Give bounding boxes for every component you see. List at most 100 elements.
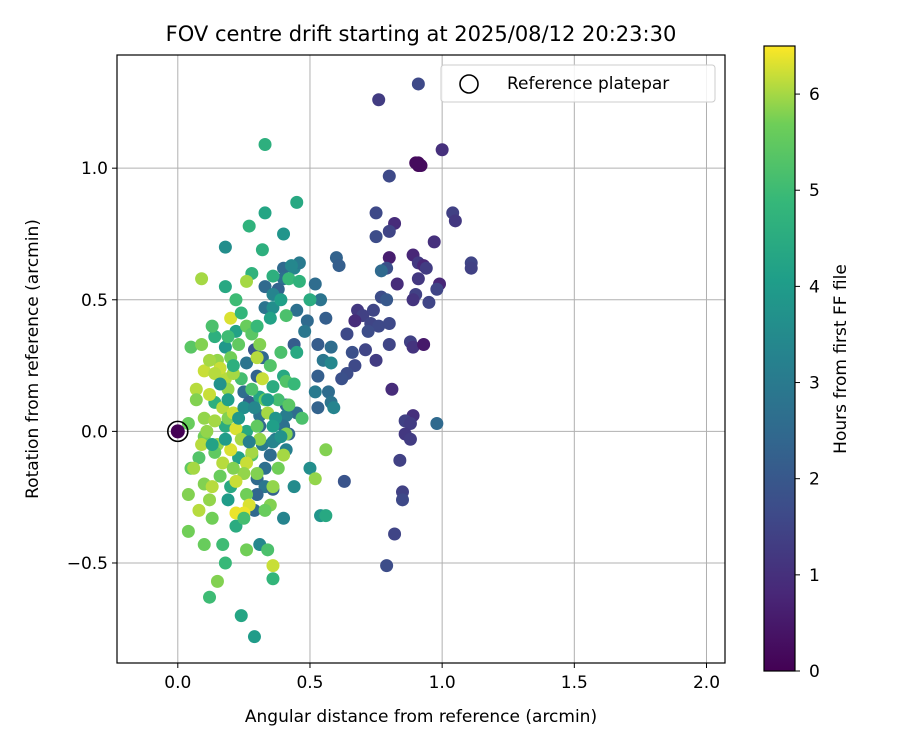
data-point bbox=[369, 353, 383, 367]
data-point bbox=[261, 393, 275, 407]
data-point bbox=[290, 303, 304, 317]
data-point bbox=[263, 311, 277, 325]
data-point bbox=[195, 338, 209, 352]
x-tick-label: 0.5 bbox=[296, 673, 323, 693]
data-point bbox=[409, 156, 423, 170]
data-point bbox=[237, 466, 251, 480]
data-point bbox=[393, 453, 407, 467]
data-point bbox=[203, 590, 217, 604]
data-point bbox=[422, 295, 436, 309]
data-point bbox=[279, 409, 293, 423]
data-point bbox=[327, 401, 341, 415]
data-point bbox=[464, 261, 478, 275]
data-point bbox=[189, 382, 203, 396]
data-point bbox=[205, 511, 219, 525]
data-point bbox=[266, 269, 280, 283]
y-axis-ticks: −0.5 0.0 0.5 1.0 bbox=[67, 159, 117, 574]
data-point bbox=[258, 206, 272, 220]
data-point bbox=[224, 311, 238, 325]
x-axis-label: Angular distance from reference (arcmin) bbox=[245, 707, 597, 727]
plot-frame bbox=[116, 54, 726, 664]
data-point bbox=[266, 380, 280, 394]
colorbar: 0 1 2 3 4 5 6 Hours from first FF file bbox=[763, 45, 851, 682]
data-point bbox=[321, 385, 335, 399]
colorbar-tick-label: 5 bbox=[809, 181, 820, 201]
y-tick-label: 1.0 bbox=[81, 159, 108, 179]
data-point bbox=[274, 345, 288, 359]
data-point bbox=[213, 469, 227, 483]
data-point bbox=[282, 398, 296, 412]
data-point bbox=[226, 359, 240, 373]
data-point bbox=[258, 503, 272, 517]
colorbar-tick-label: 4 bbox=[809, 277, 820, 297]
data-point bbox=[388, 527, 402, 541]
data-point bbox=[266, 419, 280, 433]
data-point bbox=[255, 372, 269, 386]
data-point bbox=[274, 430, 288, 444]
data-point bbox=[263, 448, 277, 462]
data-point bbox=[237, 401, 251, 415]
data-point bbox=[229, 293, 243, 307]
data-point bbox=[250, 319, 264, 333]
data-point bbox=[258, 280, 272, 294]
data-point bbox=[385, 382, 399, 396]
data-point bbox=[218, 280, 232, 294]
data-point bbox=[250, 466, 264, 480]
data-point bbox=[382, 338, 396, 352]
data-point bbox=[192, 451, 206, 465]
data-point bbox=[403, 432, 417, 446]
data-points bbox=[181, 77, 478, 644]
data-point bbox=[298, 324, 312, 338]
data-point bbox=[250, 488, 264, 502]
data-point bbox=[195, 272, 209, 286]
reference-marker bbox=[167, 420, 189, 443]
data-point bbox=[411, 272, 425, 286]
data-point bbox=[382, 224, 396, 238]
colorbar-label: Hours from first FF file bbox=[831, 264, 851, 454]
x-tick-label: 0.0 bbox=[164, 673, 191, 693]
data-point bbox=[247, 630, 261, 644]
data-point bbox=[229, 474, 243, 488]
data-point bbox=[358, 343, 372, 357]
colorbar-tick-label: 0 bbox=[809, 662, 820, 682]
data-point bbox=[311, 369, 325, 383]
x-tick-label: 2.0 bbox=[693, 673, 720, 693]
data-point bbox=[382, 251, 396, 265]
data-point bbox=[448, 214, 462, 228]
data-point bbox=[181, 524, 195, 538]
data-point bbox=[205, 480, 219, 494]
data-point bbox=[308, 472, 322, 486]
reference-point-fill bbox=[170, 424, 185, 439]
data-point bbox=[203, 353, 217, 367]
data-point bbox=[181, 416, 195, 430]
data-point bbox=[250, 351, 264, 365]
colorbar-tick-label: 1 bbox=[809, 566, 820, 586]
data-point bbox=[255, 243, 269, 257]
data-point bbox=[210, 574, 224, 588]
data-point bbox=[203, 493, 217, 507]
data-point bbox=[218, 340, 232, 354]
data-point bbox=[192, 503, 206, 517]
data-point bbox=[337, 474, 351, 488]
data-point bbox=[208, 330, 222, 344]
data-point bbox=[287, 377, 301, 391]
data-point bbox=[382, 316, 396, 330]
data-point bbox=[226, 461, 240, 475]
data-point bbox=[213, 377, 227, 391]
data-point bbox=[200, 424, 214, 438]
data-point bbox=[232, 338, 246, 352]
data-point bbox=[430, 416, 444, 430]
legend: Reference platepar bbox=[440, 64, 716, 103]
data-point bbox=[189, 393, 203, 407]
colorbar-gradient bbox=[764, 46, 795, 671]
data-point bbox=[274, 293, 288, 307]
data-point bbox=[411, 77, 425, 91]
y-tick-label: 0.5 bbox=[81, 291, 108, 311]
data-point bbox=[232, 411, 246, 425]
data-point bbox=[184, 340, 198, 354]
data-point bbox=[380, 559, 394, 573]
data-point bbox=[205, 319, 219, 333]
data-point bbox=[390, 277, 404, 291]
